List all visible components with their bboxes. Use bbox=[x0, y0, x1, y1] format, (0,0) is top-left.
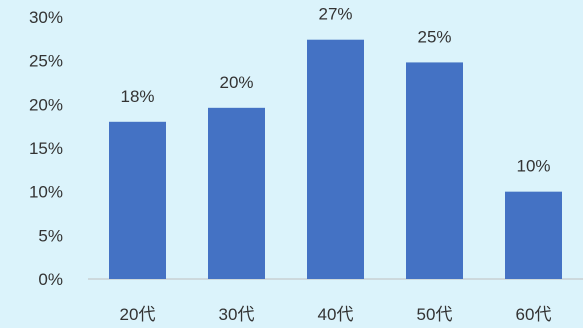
data-label: 27% bbox=[318, 5, 352, 24]
data-label: 20% bbox=[219, 73, 253, 92]
y-tick-label: 0% bbox=[38, 270, 63, 289]
y-tick-label: 25% bbox=[29, 52, 63, 71]
x-category-label: 40代 bbox=[318, 305, 354, 324]
y-tick-label: 30% bbox=[29, 8, 63, 27]
data-labels: 18% 20% 27% 25% 10% bbox=[120, 5, 550, 176]
data-label: 25% bbox=[417, 27, 451, 46]
y-tick-label: 15% bbox=[29, 139, 63, 158]
x-category-label: 30代 bbox=[219, 305, 255, 324]
bar bbox=[208, 107, 265, 280]
bar bbox=[406, 62, 463, 280]
x-axis-category-labels: 20代 30代 40代 50代 60代 bbox=[120, 305, 552, 324]
bar bbox=[109, 121, 166, 279]
bar bbox=[505, 191, 562, 279]
x-category-label: 20代 bbox=[120, 305, 156, 324]
y-tick-label: 20% bbox=[29, 95, 63, 114]
y-tick-label: 5% bbox=[38, 226, 63, 245]
bars bbox=[109, 39, 562, 280]
data-label: 18% bbox=[120, 87, 154, 106]
bar bbox=[307, 39, 364, 279]
y-axis-tick-labels: 0% 5% 10% 15% 20% 25% 30% bbox=[29, 8, 63, 289]
y-tick-label: 10% bbox=[29, 183, 63, 202]
data-label: 10% bbox=[516, 157, 550, 176]
x-category-label: 50代 bbox=[417, 305, 453, 324]
x-category-label: 60代 bbox=[516, 305, 552, 324]
